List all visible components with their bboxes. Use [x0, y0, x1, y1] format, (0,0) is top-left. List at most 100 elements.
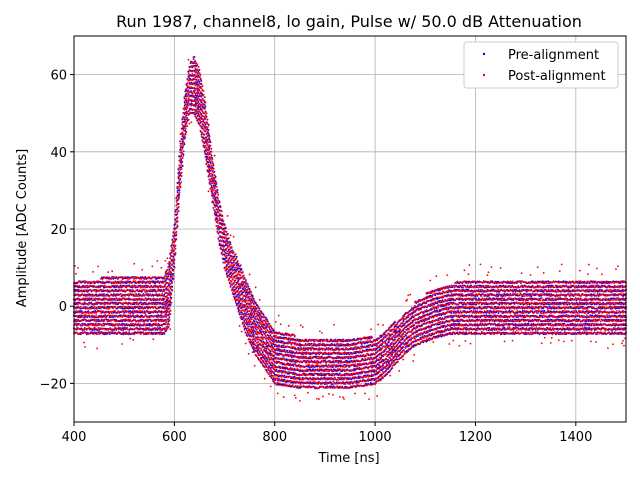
post-alignment-point: [234, 271, 237, 274]
post-alignment-point: [219, 213, 222, 215]
post-alignment-point: [108, 276, 111, 279]
post-alignment-point: [234, 279, 237, 282]
post-alignment-point: [259, 342, 262, 345]
post-alignment-point: [195, 70, 198, 73]
post-alignment-point: [198, 69, 201, 72]
post-alignment-point: [183, 142, 186, 144]
post-alignment-point: [110, 310, 113, 313]
post-alignment-point: [161, 324, 164, 327]
pre-alignment-point: [252, 335, 255, 338]
post-alignment-point: [153, 298, 155, 300]
pre-alignment-point: [207, 161, 210, 164]
pre-alignment-point: [94, 322, 97, 325]
post-alignment-point: [92, 311, 94, 314]
post-alignment-point: [232, 235, 235, 238]
post-alignment-point: [95, 324, 98, 327]
post-alignment-point: [258, 298, 261, 301]
post-alignment-point: [240, 290, 243, 292]
post-alignment-point: [253, 303, 255, 306]
post-alignment-point: [94, 318, 96, 321]
post-alignment-point: [257, 341, 260, 344]
post-alignment-point: [213, 186, 216, 189]
post-alignment-point: [206, 126, 209, 129]
post-alignment-point: [255, 315, 258, 318]
post-alignment-point: [253, 338, 256, 340]
post-alignment-point: [248, 297, 251, 300]
pre-alignment-point: [178, 193, 181, 196]
pre-alignment-point: [226, 264, 229, 266]
post-alignment-point: [177, 169, 180, 171]
post-alignment-point: [74, 320, 77, 323]
post-alignment-point: [137, 322, 139, 325]
post-alignment-point: [126, 327, 129, 329]
post-alignment-point: [194, 60, 197, 63]
post-alignment-point: [113, 282, 116, 285]
post-alignment-point: [115, 303, 117, 306]
pre-alignment-point: [159, 327, 162, 329]
post-alignment-point: [244, 342, 247, 345]
pre-alignment-point: [162, 305, 165, 308]
post-alignment-point: [194, 67, 197, 70]
post-alignment-point: [104, 281, 107, 284]
pre-alignment-point: [80, 310, 83, 313]
pre-alignment-point: [211, 157, 214, 159]
post-alignment-point: [170, 297, 173, 300]
post-alignment-point: [230, 280, 233, 283]
post-alignment-point: [257, 306, 260, 308]
post-alignment-point: [125, 301, 127, 304]
post-alignment-point: [104, 285, 107, 288]
post-alignment-point: [95, 327, 97, 330]
post-alignment-point: [185, 131, 188, 134]
post-alignment-point: [182, 150, 185, 153]
post-alignment-point: [205, 146, 208, 149]
post-alignment-point: [209, 183, 212, 185]
pre-alignment-point: [235, 255, 238, 258]
post-alignment-point: [163, 297, 166, 300]
post-alignment-point: [248, 305, 251, 307]
post-alignment-point: [204, 118, 207, 121]
post-alignment-point: [174, 245, 177, 247]
pre-alignment-point: [115, 288, 117, 291]
post-alignment-point: [205, 112, 208, 115]
post-alignment-point: [204, 110, 207, 113]
post-alignment-point: [168, 311, 170, 314]
post-alignment-point: [118, 301, 121, 304]
post-alignment-point: [251, 308, 254, 311]
post-alignment-point: [186, 106, 189, 109]
post-alignment-point: [135, 285, 137, 287]
post-alignment-point: [174, 252, 177, 254]
pre-alignment-point: [205, 136, 208, 139]
post-alignment-point: [167, 313, 170, 316]
pre-alignment-point: [180, 155, 183, 158]
post-alignment-point: [202, 128, 205, 130]
pre-alignment-point: [178, 181, 181, 184]
post-alignment-point: [200, 120, 203, 123]
post-alignment-point: [180, 172, 183, 175]
post-alignment-point: [79, 333, 82, 335]
post-alignment-point: [209, 140, 212, 142]
pre-alignment-point: [174, 253, 177, 256]
post-alignment-point: [85, 281, 88, 283]
post-alignment-point: [110, 286, 112, 289]
post-alignment-point: [229, 234, 232, 237]
post-alignment-point: [133, 315, 135, 318]
post-alignment-point: [171, 289, 174, 292]
post-alignment-point: [211, 161, 214, 164]
post-alignment-point: [99, 286, 101, 289]
post-alignment-point: [169, 282, 172, 285]
post-alignment-point: [170, 293, 173, 296]
post-alignment-point: [158, 282, 161, 285]
post-alignment-point: [254, 286, 257, 289]
pre-alignment-point: [87, 310, 90, 312]
post-alignment-point: [197, 78, 200, 81]
post-alignment-point: [231, 284, 234, 286]
post-alignment-point: [215, 224, 218, 227]
post-alignment-point: [230, 255, 233, 258]
pre-alignment-point: [247, 285, 250, 288]
post-alignment-point: [248, 273, 251, 276]
post-alignment-point: [182, 155, 185, 157]
post-alignment-point: [221, 224, 224, 227]
post-alignment-point: [241, 297, 244, 299]
post-alignment-point: [168, 316, 171, 318]
post-alignment-point: [163, 307, 166, 310]
